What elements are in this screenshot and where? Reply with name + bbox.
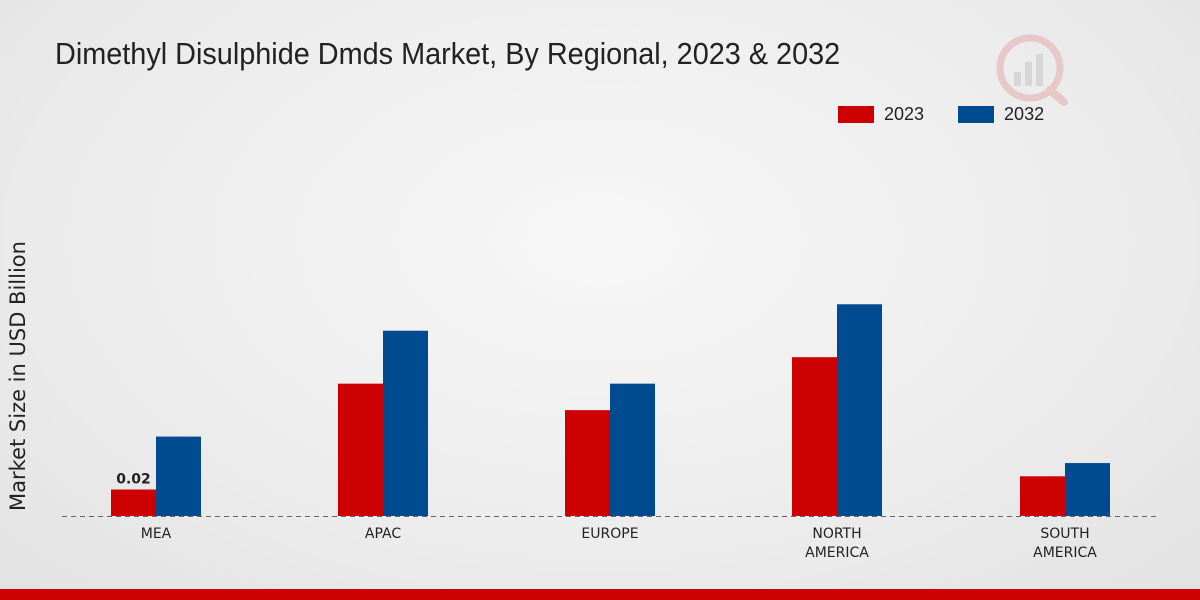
- bar-2032-apac: [383, 330, 428, 516]
- bar-2023-north-america: [792, 357, 837, 516]
- x-tick-label-line: AMERICA: [1033, 545, 1097, 561]
- x-tick-label: APAC: [365, 526, 401, 542]
- legend-item-2023: 2023: [838, 104, 924, 125]
- x-tick-label: SOUTH AMERICA: [1033, 526, 1097, 561]
- bar-2023-south-america: [1020, 476, 1065, 516]
- legend: 2023 2032: [838, 104, 1078, 125]
- x-tick-label-line: SOUTH: [1040, 526, 1089, 542]
- x-tick-label: MEA: [141, 526, 172, 542]
- footer-bar: [0, 589, 1200, 600]
- bar-2023-apac: [338, 383, 383, 516]
- bar-2032-mea: [156, 436, 201, 516]
- bar-2023-europe: [565, 410, 610, 516]
- legend-swatch-2032: [958, 106, 995, 123]
- x-tick-label-line: MEA: [141, 526, 172, 542]
- x-tick-label: NORTH AMERICA: [805, 526, 869, 561]
- bar-2032-south-america: [1065, 463, 1110, 516]
- x-tick-label-line: EUROPE: [581, 526, 638, 542]
- chart-title: Dimethyl Disulphide Dmds Market, By Regi…: [55, 36, 841, 71]
- x-tick-label-line: AMERICA: [805, 545, 869, 561]
- x-tick-label: EUROPE: [581, 526, 638, 542]
- data-label: 0.02: [116, 472, 151, 488]
- legend-swatch-2023: [838, 106, 874, 123]
- bar-2032-europe: [610, 383, 655, 516]
- x-tick-label-line: NORTH: [812, 526, 861, 542]
- legend-item-2032: 2032: [958, 104, 1044, 125]
- legend-label-2023: 2023: [884, 104, 925, 124]
- bar-2023-mea: [111, 489, 156, 516]
- brand-logo-icon: [996, 34, 1068, 106]
- legend-label-2032: 2032: [1004, 104, 1045, 124]
- bar-2032-north-america: [837, 304, 882, 516]
- x-tick-label-line: APAC: [365, 526, 401, 542]
